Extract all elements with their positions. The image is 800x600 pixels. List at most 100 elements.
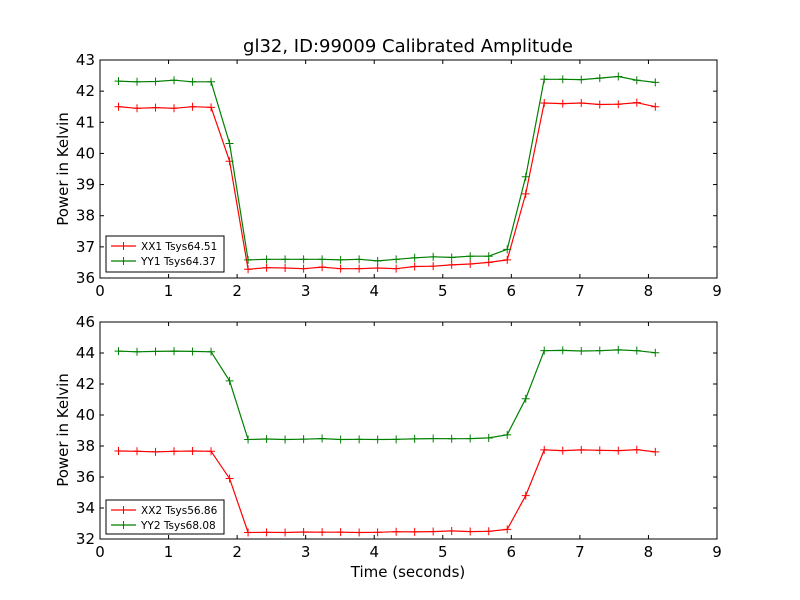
top-y-tick-label: 41 bbox=[76, 113, 95, 131]
top-data-point bbox=[170, 76, 179, 85]
top-data-point bbox=[614, 72, 623, 81]
bottom-x-tick-label: 9 bbox=[712, 543, 722, 561]
bottom-data-point bbox=[429, 527, 438, 536]
top-data-point bbox=[558, 75, 567, 84]
top-data-point bbox=[595, 100, 604, 109]
top-legend-marker-1 bbox=[119, 242, 128, 250]
top-data-point bbox=[170, 104, 179, 113]
bottom-data-point bbox=[318, 434, 327, 443]
top-data-point bbox=[355, 255, 364, 264]
top-data-point bbox=[503, 255, 512, 264]
top-data-point bbox=[151, 103, 160, 112]
top-data-point bbox=[244, 265, 253, 274]
top-legend bbox=[105, 235, 225, 273]
bottom-data-point bbox=[410, 434, 419, 443]
bottom-data-point bbox=[373, 435, 382, 444]
bottom-x-tick-label: 8 bbox=[644, 543, 654, 561]
bottom-data-point bbox=[392, 527, 401, 536]
top-y-tick-label: 42 bbox=[76, 82, 95, 100]
top-data-point bbox=[133, 104, 142, 113]
bottom-y-tick-label: 42 bbox=[76, 375, 95, 393]
bottom-data-point bbox=[503, 430, 512, 439]
top-data-point bbox=[207, 77, 216, 86]
top-data-point bbox=[447, 253, 456, 262]
top-data-point bbox=[151, 77, 160, 86]
bottom-data-point bbox=[207, 347, 216, 356]
bottom-x-tick-label: 6 bbox=[507, 543, 517, 561]
top-data-point bbox=[318, 255, 327, 264]
top-data-point bbox=[577, 98, 586, 107]
top-data-point bbox=[188, 77, 197, 86]
x-axis-label: Time (seconds) bbox=[350, 563, 466, 581]
bottom-data-point bbox=[651, 348, 660, 357]
bottom-data-point bbox=[521, 394, 530, 403]
top-data-point bbox=[410, 262, 419, 271]
top-x-tick-label: 0 bbox=[95, 282, 105, 300]
bottom-data-point bbox=[188, 347, 197, 356]
bottom-data-point bbox=[484, 527, 493, 536]
top-data-point bbox=[429, 262, 438, 271]
top-data-point bbox=[540, 98, 549, 107]
bottom-data-point bbox=[429, 434, 438, 443]
bottom-data-point bbox=[521, 491, 530, 500]
bottom-legend-marker-2 bbox=[119, 521, 128, 529]
top-data-point bbox=[318, 263, 327, 272]
bottom-y-tick-label: 38 bbox=[76, 437, 95, 455]
bottom-data-point bbox=[540, 346, 549, 355]
top-data-point bbox=[299, 264, 308, 273]
top-data-point bbox=[577, 75, 586, 84]
top-legend-marker-2 bbox=[119, 257, 128, 265]
top-data-point bbox=[281, 255, 290, 264]
top-data-point bbox=[632, 76, 641, 85]
bottom-data-point bbox=[503, 525, 512, 534]
bottom-data-point bbox=[614, 345, 623, 354]
bottom-data-point bbox=[595, 446, 604, 455]
top-data-point bbox=[558, 99, 567, 108]
bottom-data-point bbox=[151, 347, 160, 356]
top-data-point bbox=[429, 252, 438, 261]
bottom-data-point bbox=[632, 445, 641, 454]
bottom-axes-frame bbox=[99, 321, 718, 540]
bottom-data-point bbox=[336, 435, 345, 444]
bottom-data-point bbox=[318, 528, 327, 537]
bottom-data-point bbox=[299, 435, 308, 444]
bottom-data-point bbox=[225, 376, 234, 385]
bottom-data-point bbox=[281, 528, 290, 537]
bottom-data-point bbox=[614, 446, 623, 455]
bottom-data-point bbox=[466, 527, 475, 536]
bottom-x-tick-label: 5 bbox=[438, 543, 448, 561]
top-data-point bbox=[355, 264, 364, 273]
bottom-data-point bbox=[595, 346, 604, 355]
top-y-tick-label: 39 bbox=[76, 176, 95, 194]
bottom-data-point bbox=[244, 528, 253, 537]
top-data-point bbox=[133, 77, 142, 86]
bottom-data-point bbox=[577, 346, 586, 355]
bottom-y-tick-label: 34 bbox=[76, 499, 95, 517]
top-data-point bbox=[336, 255, 345, 264]
bottom-legend-label-1: XX2 Tsys56.86 bbox=[141, 505, 218, 517]
top-data-point bbox=[651, 102, 660, 111]
top-x-tick-label: 7 bbox=[575, 282, 585, 300]
bottom-x-tick-label: 4 bbox=[369, 543, 379, 561]
bottom-data-point bbox=[392, 435, 401, 444]
bottom-y-tick-label: 36 bbox=[76, 468, 95, 486]
bottom-data-point bbox=[133, 447, 142, 456]
top-plot: Power in Kelvin 0 1 2 3 4 5 6 7 8 9 36 37 38 39 40 41 42… bbox=[54, 51, 722, 300]
bottom-y-tick-label: 44 bbox=[76, 344, 95, 362]
top-data-point bbox=[521, 189, 530, 198]
bottom-data-point bbox=[558, 346, 567, 355]
bottom-data-point bbox=[262, 528, 271, 537]
chart-title: gl32, ID:99009 Calibrated Amplitude bbox=[243, 36, 573, 57]
bottom-data-point bbox=[336, 528, 345, 537]
bottom-data-point bbox=[114, 347, 123, 356]
top-data-point bbox=[392, 264, 401, 273]
bottom-x-tick-label: 2 bbox=[232, 543, 242, 561]
bottom-data-point bbox=[114, 446, 123, 455]
top-x-tick-label: 6 bbox=[507, 282, 517, 300]
bottom-y-tick-label: 40 bbox=[76, 406, 95, 424]
bottom-data-point bbox=[207, 447, 216, 456]
bottom-data-point bbox=[299, 528, 308, 537]
top-data-point bbox=[207, 103, 216, 112]
